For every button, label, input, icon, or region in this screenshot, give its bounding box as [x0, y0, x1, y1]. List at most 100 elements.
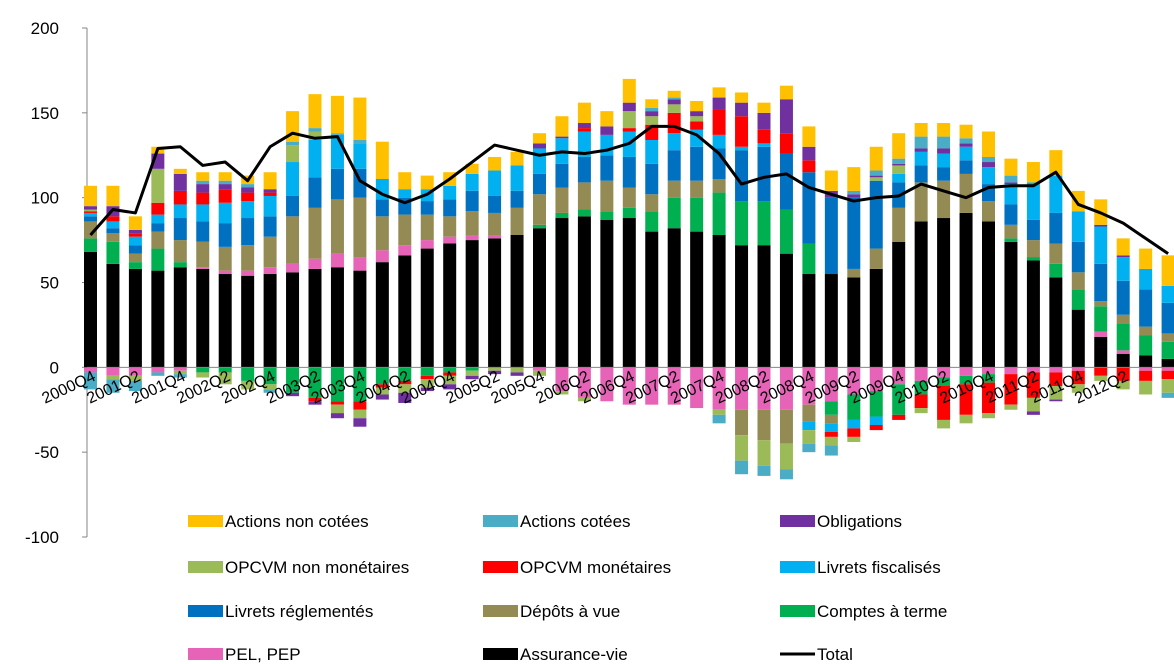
bar-segment [1161, 367, 1174, 371]
bar-segment [937, 419, 951, 429]
bar-segment [263, 192, 277, 196]
bar-segment [196, 267, 210, 269]
bar-segment [577, 397, 591, 402]
bar-segment [937, 167, 951, 181]
bar-segment [847, 367, 861, 395]
legend-swatch [483, 648, 518, 660]
bar-segment [263, 216, 277, 237]
bar-segment [84, 367, 97, 373]
bar-segment [555, 218, 569, 368]
bar-segment [1071, 370, 1085, 385]
bar-segment [645, 139, 659, 164]
bar-segment [1026, 372, 1040, 398]
bar-segment [173, 218, 187, 241]
bar-segment [600, 111, 614, 127]
bar-segment [330, 367, 344, 402]
bar-segment [1139, 289, 1153, 327]
bar-segment [398, 392, 412, 403]
bar-segment [555, 163, 569, 188]
bar-segment [488, 238, 502, 368]
bar-segment [555, 187, 569, 213]
bar-segment [1116, 350, 1130, 354]
bar-segment [690, 180, 704, 198]
legend-swatch [188, 561, 223, 573]
bar-segment [488, 367, 502, 371]
bar-segment [712, 234, 726, 368]
bar-segment [622, 128, 636, 132]
bar-segment [712, 134, 726, 149]
bar-segment [375, 262, 389, 368]
bar-segment [128, 375, 142, 381]
bar-segment [824, 445, 838, 456]
bar-segment [645, 116, 659, 125]
bar-segment [330, 413, 344, 419]
bar-segment [1049, 263, 1063, 278]
bar-segment [308, 139, 322, 178]
bar-segment [622, 111, 636, 129]
bar-segment [1026, 260, 1040, 368]
bar-segment [106, 185, 120, 207]
bar-segment [937, 180, 951, 219]
bar-segment [847, 197, 861, 269]
legend-swatch [483, 605, 518, 617]
legend-label: Comptes à terme [817, 602, 947, 621]
bar-segment [1004, 224, 1018, 239]
bar-segment [1049, 175, 1063, 213]
bar-segment [622, 207, 636, 219]
bar-segment [286, 145, 300, 163]
bar-segment [645, 231, 659, 368]
bar-segment [1116, 380, 1130, 390]
bar-segment [443, 185, 457, 200]
bar-segment [959, 173, 973, 213]
bar-segment [375, 394, 389, 400]
bar-segment [218, 202, 232, 224]
bar-segment [577, 123, 591, 129]
bar-segment [982, 382, 995, 414]
bar-segment [959, 124, 973, 139]
bar-segment [1116, 353, 1130, 368]
bar-segment [1071, 190, 1085, 212]
bar-segment [779, 469, 793, 480]
bar-segment [173, 204, 187, 219]
bar-segment [151, 223, 165, 232]
bar-segment [779, 85, 793, 100]
bar-segment [420, 248, 434, 368]
bar-segment [353, 143, 367, 169]
bar-segment [1139, 248, 1153, 269]
bar-segment [1094, 224, 1108, 227]
bar-segment [106, 367, 120, 376]
bar-segment [1094, 226, 1108, 264]
bar-segment [577, 182, 591, 210]
legend-label: Assurance-vie [520, 645, 628, 664]
bar-segment [712, 192, 726, 235]
y-tick-label: 200 [31, 19, 59, 38]
bar-segment [510, 372, 524, 376]
bar-segment [510, 190, 524, 208]
bar-segment [1161, 255, 1174, 286]
legend-label: Livrets réglementés [225, 602, 373, 621]
bar-segment [690, 111, 704, 117]
bar-segment [398, 380, 412, 385]
bar-segment [937, 123, 951, 137]
bar-segment [1094, 367, 1108, 376]
bar-segment [398, 367, 412, 381]
bar-segment [757, 367, 771, 410]
bar-segment [84, 185, 97, 207]
bar-segment [802, 443, 816, 453]
bar-segment [488, 212, 502, 235]
bar-segment [1049, 372, 1063, 386]
bar-segment [128, 233, 142, 237]
bar-segment [128, 380, 142, 392]
bar-segment [847, 428, 861, 437]
bar-segment [847, 268, 861, 278]
bar-segment [914, 408, 928, 414]
bar-segment [218, 189, 232, 203]
bar-segment [847, 194, 861, 198]
bar-segment [914, 165, 928, 183]
bar-segment [869, 175, 883, 178]
bar-segment [937, 385, 951, 420]
bar-segment [151, 214, 165, 224]
bar-segment [667, 150, 681, 181]
bar-segment [465, 240, 479, 368]
